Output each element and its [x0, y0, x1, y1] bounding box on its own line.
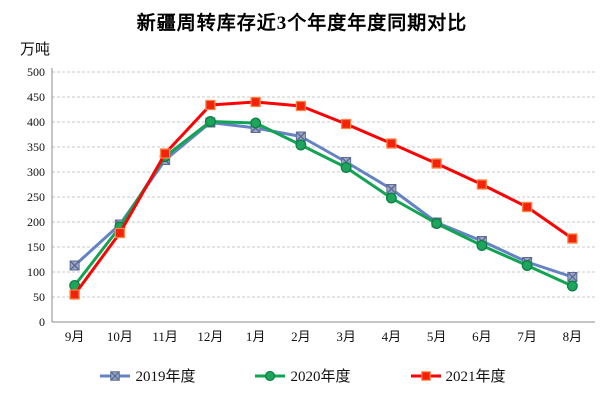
svg-text:5月: 5月 [427, 329, 447, 344]
svg-text:11月: 11月 [152, 329, 178, 344]
svg-text:200: 200 [27, 215, 45, 229]
legend-entry-2021年度: 2021年度 [409, 365, 506, 386]
svg-text:100: 100 [27, 265, 45, 279]
svg-text:12月: 12月 [197, 329, 223, 344]
series-2021年度 [69, 96, 578, 300]
svg-text:500: 500 [27, 65, 45, 79]
y-axis-unit-label: 万吨 [20, 42, 51, 58]
legend: 2019年度 2020年度 2021年度 [0, 365, 604, 386]
svg-text:8月: 8月 [563, 329, 583, 344]
legend-entry-2019年度: 2019年度 [98, 365, 195, 386]
legend-swatch-square-icon [410, 370, 441, 381]
svg-text:10月: 10月 [107, 329, 133, 344]
legend-label: 2019年度 [135, 369, 196, 385]
legend-entry-2020年度: 2020年度 [253, 365, 351, 386]
x-axis-labels: 9月 10月 11月 12月 1月 2月 3月 4月 5月 6月 7月 8月 [65, 329, 582, 344]
svg-text:450: 450 [27, 90, 45, 104]
axes [51, 68, 595, 323]
svg-text:0: 0 [39, 315, 45, 329]
series-2020年度 [69, 116, 578, 292]
y-axis-labels: 0 50 100 150 200 250 300 350 400 450 500 [27, 65, 45, 329]
svg-text:3月: 3月 [336, 329, 356, 344]
svg-text:350: 350 [27, 140, 45, 154]
gridlines [52, 71, 595, 298]
legend-label: 2021年度 [445, 369, 506, 385]
svg-text:150: 150 [27, 240, 45, 254]
svg-text:400: 400 [27, 115, 45, 129]
legend-label: 2020年度 [290, 369, 351, 385]
svg-text:1月: 1月 [246, 329, 266, 344]
legend-swatch-circle-icon [255, 370, 286, 381]
svg-text:4月: 4月 [382, 329, 402, 344]
legend-swatch-x-square-icon [100, 370, 131, 381]
svg-text:7月: 7月 [517, 329, 537, 344]
series-2019年度 [69, 117, 578, 282]
svg-text:300: 300 [27, 165, 45, 179]
chart-title: 新疆周转库存近3个年度年度同期对比 [136, 13, 468, 34]
svg-text:50: 50 [33, 290, 45, 304]
svg-text:9月: 9月 [65, 329, 85, 344]
svg-text:2月: 2月 [291, 329, 311, 344]
svg-text:6月: 6月 [472, 329, 492, 344]
svg-text:250: 250 [27, 190, 45, 204]
